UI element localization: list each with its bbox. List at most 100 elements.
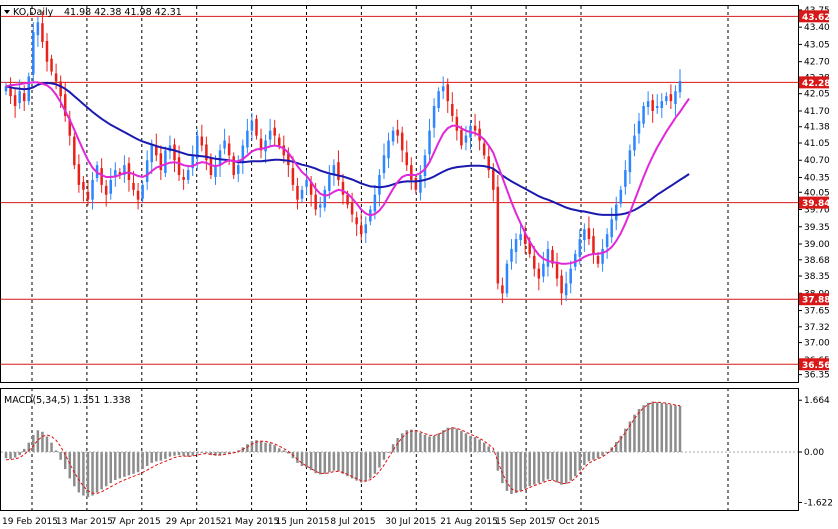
candle-body <box>605 234 609 247</box>
candle-body <box>669 94 673 102</box>
candle-body <box>337 162 340 180</box>
y-tick-label: 43.05 <box>804 40 830 50</box>
candle <box>482 139 486 160</box>
candle-body <box>437 91 440 108</box>
macd-bar <box>73 452 76 487</box>
macd-bar <box>660 402 664 452</box>
level-tag <box>799 358 829 371</box>
macd-bar <box>337 452 340 472</box>
candle-body <box>155 145 158 156</box>
macd-bar <box>455 428 459 452</box>
candle <box>296 177 299 210</box>
macd-bar <box>519 452 522 491</box>
level-tag-label: 42.28 <box>802 79 830 89</box>
macd-bar <box>77 452 81 493</box>
candle <box>364 216 368 244</box>
macd-bar <box>651 401 654 452</box>
candle-body <box>496 186 500 284</box>
macd-bar <box>314 452 317 474</box>
macd-bar <box>323 452 327 474</box>
candle <box>268 118 272 146</box>
candle <box>619 185 623 208</box>
macd-bar <box>487 446 490 452</box>
macd-bar <box>282 450 286 452</box>
macd-bar <box>114 452 117 480</box>
macd-bar <box>614 442 618 452</box>
level-tag <box>799 10 829 23</box>
candle-body <box>514 239 518 252</box>
candle <box>13 89 17 118</box>
candle-body <box>277 137 281 146</box>
macd-bar <box>86 452 90 498</box>
candle <box>164 146 167 177</box>
macd-signal-line <box>5 401 681 494</box>
y-tick-label: 37.32 <box>804 323 830 333</box>
candle-body <box>218 150 222 166</box>
x-tick-label: 21 Aug 2015 <box>440 517 498 527</box>
candle <box>332 159 336 186</box>
macd-bar <box>355 452 358 481</box>
macd-bar <box>642 405 645 452</box>
macd-bar <box>555 452 559 483</box>
macd-bar <box>496 452 500 471</box>
candle <box>241 139 245 175</box>
candle-body <box>332 165 336 175</box>
candle <box>414 174 418 194</box>
macd-bar <box>514 452 518 494</box>
macd-bar <box>41 431 44 452</box>
candle <box>646 91 650 115</box>
macd-bar <box>655 402 659 452</box>
y-tick-label: 36.35 <box>804 371 830 381</box>
macd-bar <box>341 452 345 474</box>
candle-body <box>396 129 399 136</box>
macd-bar <box>510 452 513 494</box>
candle-body <box>482 143 486 156</box>
candle-body <box>460 129 463 146</box>
candle <box>68 110 72 146</box>
candle-body <box>646 101 650 108</box>
macd-bar <box>100 452 103 490</box>
candle <box>446 78 449 113</box>
chevron-down-icon[interactable] <box>4 10 10 14</box>
macd-bar <box>50 442 53 452</box>
candle-body <box>546 248 550 267</box>
macd-bar <box>68 452 72 479</box>
candle-body <box>255 118 258 136</box>
macd-label: MACD(5,34,5) 1.351 1.338 <box>4 395 131 406</box>
macd-bar <box>332 452 336 471</box>
candle <box>305 170 308 195</box>
candles <box>4 11 682 306</box>
macd-bar <box>305 452 308 468</box>
level-tag <box>799 293 829 306</box>
candle-body <box>150 145 153 163</box>
fast-moving-average-line <box>5 81 690 265</box>
macd-bar <box>628 421 632 452</box>
candle <box>574 249 577 271</box>
candle-body <box>655 106 659 108</box>
candle <box>341 174 345 205</box>
candle-body <box>318 204 322 208</box>
candle-body <box>36 22 40 36</box>
candle-body <box>9 87 12 97</box>
macd-bar <box>9 452 12 459</box>
candle <box>633 123 636 157</box>
candle <box>665 92 668 106</box>
candle-body <box>127 163 131 180</box>
macd-bar <box>410 429 413 452</box>
candle-body <box>86 191 90 200</box>
candle <box>255 114 258 140</box>
macd-bar <box>328 452 331 473</box>
candle-body <box>22 93 26 102</box>
candle <box>118 168 122 179</box>
macd-bar <box>150 452 153 463</box>
candle <box>232 152 235 179</box>
candle <box>4 82 8 96</box>
level-tag-label: 37.88 <box>802 296 830 306</box>
macd-y-tick-label: 0.00 <box>804 448 824 458</box>
candle <box>382 143 386 179</box>
macd-bar <box>446 427 449 452</box>
candle <box>396 119 399 144</box>
candle-body <box>359 225 363 235</box>
candle-body <box>32 32 35 75</box>
